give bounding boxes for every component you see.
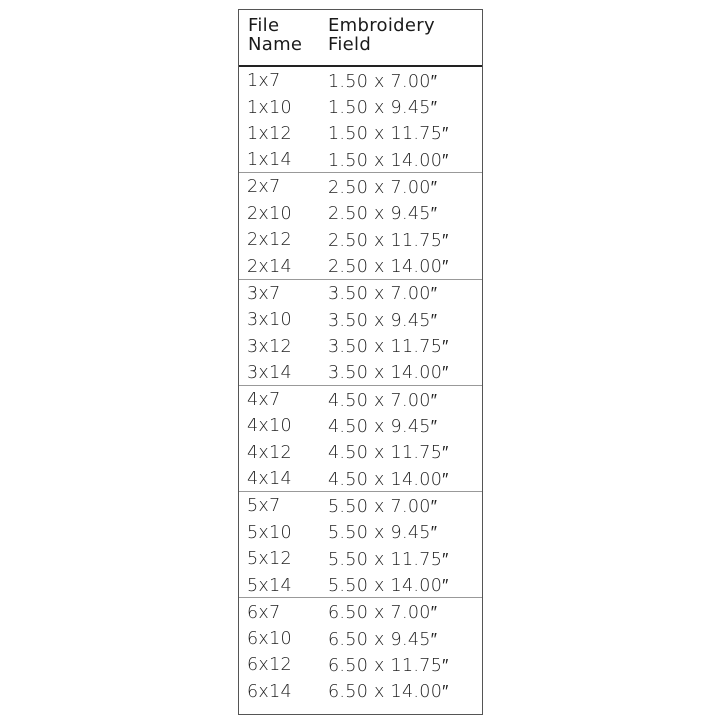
field-cell: 5.50 x 9.45″ <box>328 523 438 544</box>
field-cell: 5.50 x 14.00″ <box>328 576 449 597</box>
table-row: 2x12 2.50 x 11.75″ <box>239 227 482 253</box>
row-group: 4x7 4.50 x 7.00″ 4x10 4.50 x 9.45″ 4x12 4.50 … <box>239 386 482 493</box>
field-cell: 2.50 x 7.00″ <box>328 177 438 198</box>
field-cell: 3.50 x 7.00″ <box>328 284 438 305</box>
table-row: 6x10 6.50 x 9.45″ <box>239 626 482 652</box>
field-cell: 5.50 x 11.75″ <box>328 549 449 570</box>
header-embroidery-field: Embroidery Field <box>328 15 435 55</box>
field-cell: 3.50 x 11.75″ <box>328 337 449 358</box>
table-row: 3x7 3.50 x 7.00″ <box>239 281 482 307</box>
embroidery-size-table: File Name Embroidery Field 1x7 1.50 x 7.0… <box>238 9 483 715</box>
file-name-cell: 6x14 <box>247 681 292 702</box>
file-name-cell: 3x14 <box>247 362 292 383</box>
file-name-cell: 2x10 <box>247 203 292 224</box>
field-cell: 6.50 x 14.00″ <box>328 682 449 703</box>
table-row: 4x7 4.50 x 7.00″ <box>239 387 482 413</box>
file-name-cell: 6x7 <box>247 602 281 623</box>
file-name-cell: 2x14 <box>247 256 292 277</box>
row-group: 3x7 3.50 x 7.00″ 3x10 3.50 x 9.45″ 3x12 3.50 … <box>239 280 482 386</box>
file-name-cell: 1x10 <box>247 97 292 118</box>
file-name-cell: 6x10 <box>247 629 292 650</box>
table-row: 5x10 5.50 x 9.45″ <box>239 520 482 546</box>
table-row: 5x14 5.50 x 14.00″ <box>239 572 482 598</box>
file-name-cell: 3x7 <box>247 283 281 304</box>
table-row: 1x14 1.50 x 14.00″ <box>239 147 482 173</box>
file-name-cell: 5x10 <box>247 522 292 543</box>
field-cell: 1.50 x 7.00″ <box>328 71 438 92</box>
field-cell: 4.50 x 14.00″ <box>328 469 449 490</box>
field-cell: 6.50 x 9.45″ <box>328 629 438 650</box>
file-name-cell: 3x10 <box>247 310 292 331</box>
row-group: 6x7 6.50 x 7.00″ 6x10 6.50 x 9.45″ 6x12 6.50 … <box>239 598 482 704</box>
table-row: 3x14 3.50 x 14.00″ <box>239 360 482 386</box>
table-row: 4x12 4.50 x 11.75″ <box>239 440 482 466</box>
file-name-cell: 1x7 <box>247 71 281 92</box>
file-name-cell: 6x12 <box>247 655 292 676</box>
file-name-cell: 4x10 <box>247 416 292 437</box>
file-name-cell: 5x14 <box>247 575 292 596</box>
field-cell: 2.50 x 14.00″ <box>328 257 449 278</box>
table-row: 5x12 5.50 x 11.75″ <box>239 546 482 572</box>
table-row: 4x14 4.50 x 14.00″ <box>239 466 482 492</box>
file-name-cell: 3x12 <box>247 336 292 357</box>
table-row: 2x10 2.50 x 9.45″ <box>239 201 482 227</box>
table-row: 1x12 1.50 x 11.75″ <box>239 121 482 147</box>
field-cell: 5.50 x 7.00″ <box>328 496 438 517</box>
field-cell: 4.50 x 7.00″ <box>328 390 438 411</box>
table-row: 5x7 5.50 x 7.00″ <box>239 493 482 519</box>
row-group: 2x7 2.50 x 7.00″ 2x10 2.50 x 9.45″ 2x12 2.50 … <box>239 173 482 280</box>
row-group: 1x7 1.50 x 7.00″ 1x10 1.50 x 9.45″ 1x12 1.50 … <box>239 67 482 174</box>
table-row: 6x7 6.50 x 7.00″ <box>239 599 482 625</box>
table-row: 2x7 2.50 x 7.00″ <box>239 174 482 200</box>
table-row: 6x12 6.50 x 11.75″ <box>239 652 482 678</box>
field-cell: 6.50 x 11.75″ <box>328 655 449 676</box>
file-name-cell: 1x12 <box>247 123 292 144</box>
header-file-name: File Name <box>248 15 303 55</box>
field-cell: 3.50 x 9.45″ <box>328 310 438 331</box>
field-cell: 3.50 x 14.00″ <box>328 363 449 384</box>
file-name-cell: 2x7 <box>247 177 281 198</box>
table-row: 3x12 3.50 x 11.75″ <box>239 333 482 359</box>
file-name-cell: 5x7 <box>247 496 281 517</box>
field-cell: 6.50 x 7.00″ <box>328 603 438 624</box>
field-cell: 1.50 x 14.00″ <box>328 150 449 171</box>
file-name-cell: 1x14 <box>247 150 292 171</box>
field-cell: 4.50 x 11.75″ <box>328 443 449 464</box>
table-body: 1x7 1.50 x 7.00″ 1x10 1.50 x 9.45″ 1x12 1.50 … <box>239 67 482 705</box>
field-cell: 2.50 x 9.45″ <box>328 204 438 225</box>
file-name-cell: 4x12 <box>247 442 292 463</box>
field-cell: 1.50 x 11.75″ <box>328 124 449 145</box>
file-name-cell: 4x7 <box>247 390 281 411</box>
file-name-cell: 5x12 <box>247 549 292 570</box>
table-row: 4x10 4.50 x 9.45″ <box>239 413 482 439</box>
field-cell: 2.50 x 11.75″ <box>328 230 449 251</box>
file-name-cell: 2x12 <box>247 230 292 251</box>
table-row: 1x7 1.50 x 7.00″ <box>239 68 482 94</box>
table-row: 6x14 6.50 x 14.00″ <box>239 679 482 705</box>
file-name-cell: 4x14 <box>247 469 292 490</box>
table-row: 3x10 3.50 x 9.45″ <box>239 307 482 333</box>
field-cell: 1.50 x 9.45″ <box>328 98 438 119</box>
table-header: File Name Embroidery Field <box>239 10 482 67</box>
field-cell: 4.50 x 9.45″ <box>328 416 438 437</box>
table-row: 2x14 2.50 x 14.00″ <box>239 253 482 279</box>
row-group: 5x7 5.50 x 7.00″ 5x10 5.50 x 9.45″ 5x12 5.50 … <box>239 492 482 599</box>
table-row: 1x10 1.50 x 9.45″ <box>239 94 482 120</box>
